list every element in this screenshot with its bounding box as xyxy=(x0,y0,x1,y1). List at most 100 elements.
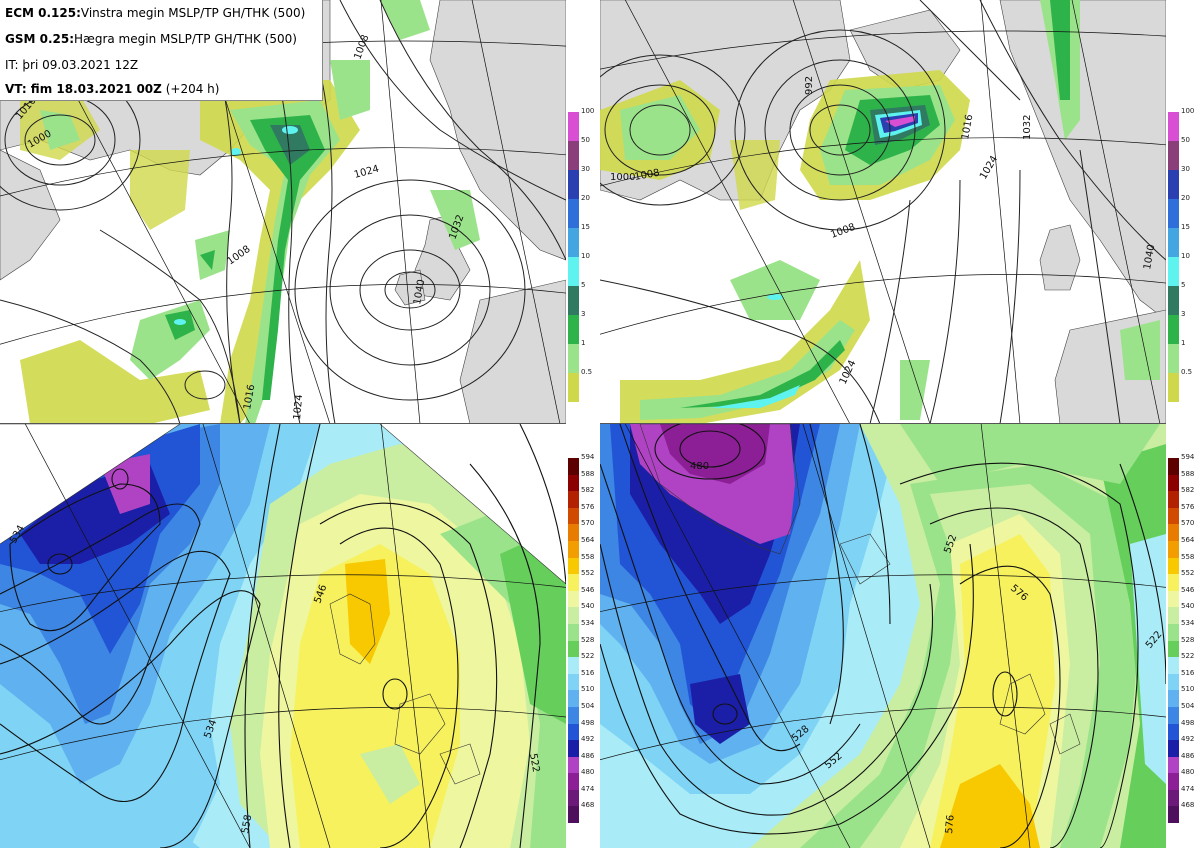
colorbar-label: 516 xyxy=(581,668,595,677)
colorbar-swatch xyxy=(1168,315,1179,344)
colorbar-step: 510 xyxy=(566,685,600,707)
colorbar-label: 570 xyxy=(1181,519,1195,528)
graticule xyxy=(0,424,566,848)
colorbar-label: 546 xyxy=(581,585,595,594)
colorbar-label: 498 xyxy=(581,718,595,727)
colorbar-label: 528 xyxy=(581,635,595,644)
colorbar-step: 558 xyxy=(1166,553,1200,575)
colorbar-label: 504 xyxy=(581,701,595,710)
svg-text:558: 558 xyxy=(240,814,254,835)
colorbar-swatch xyxy=(568,141,579,170)
graticule xyxy=(600,0,1166,424)
svg-text:1032: 1032 xyxy=(1022,115,1033,140)
colorbar-swatch xyxy=(568,657,579,674)
colorbar-step: 528 xyxy=(1166,636,1200,658)
colorbar-swatch xyxy=(568,740,579,757)
colorbar-label: 576 xyxy=(581,502,595,511)
model-line-gsm: GSM 0.25:Hægra megin MSLP/TP GH/THK (500… xyxy=(5,32,297,46)
colorbar-swatch xyxy=(568,690,579,707)
map-bottom-left-ecm-gh-thk: 534 546 558 534 522 xyxy=(0,424,566,848)
colorbar-step: 516 xyxy=(1166,669,1200,691)
forecast-info-box: ECM 0.125:Vinstra megin MSLP/TP GH/THK (… xyxy=(0,0,323,101)
colorbar-label: 582 xyxy=(581,486,595,495)
colorbar-label: 510 xyxy=(581,685,595,694)
colorbar-swatch xyxy=(1168,257,1179,286)
colorbar-step: 570 xyxy=(1166,519,1200,541)
colorbar-step: 486 xyxy=(566,752,600,774)
colorbar-label: 50 xyxy=(581,136,590,144)
colorbar-label: 540 xyxy=(581,602,595,611)
colorbar-swatch xyxy=(1168,344,1179,373)
colorbar-step: 10 xyxy=(566,252,600,286)
colorbar-step: 588 xyxy=(566,470,600,492)
colorbar-swatch xyxy=(1168,557,1179,575)
colorbar-label: 594 xyxy=(581,453,595,461)
colorbar-swatch xyxy=(1168,540,1179,558)
colorbar-swatch xyxy=(568,315,579,344)
colorbar-swatch xyxy=(568,540,579,558)
colorbar-swatch xyxy=(568,524,579,541)
colorbar-swatch xyxy=(568,344,579,373)
colorbar-swatch xyxy=(568,257,579,286)
colorbar-swatch xyxy=(1168,286,1179,315)
colorbar-step: 558 xyxy=(566,553,600,575)
colorbar-step: 564 xyxy=(1166,536,1200,558)
colorbar-swatch xyxy=(1168,673,1179,691)
precip-colorbar-left: 100 50 30 20 15 10 5 3 1 0.5 xyxy=(566,107,600,402)
precip-shading xyxy=(600,0,1160,424)
colorbar-step: 3 xyxy=(1166,310,1200,344)
colorbar-label: 564 xyxy=(581,535,595,544)
colorbar-step: 546 xyxy=(566,586,600,608)
svg-text:1040: 1040 xyxy=(412,279,427,306)
colorbar-step: 50 xyxy=(566,136,600,170)
colorbar-step: 588 xyxy=(1166,470,1200,492)
colorbar-label: 3 xyxy=(581,310,586,318)
colorbar-step: 50 xyxy=(1166,136,1200,170)
colorbar-step: 540 xyxy=(566,602,600,624)
colorbar-label: 492 xyxy=(1181,735,1195,744)
colorbar-step: 576 xyxy=(566,503,600,525)
valid-time: VT: fim 18.03.2021 00Z (+204 h) xyxy=(5,82,220,96)
colorbar-swatch xyxy=(1168,740,1179,757)
colorbar-step: 492 xyxy=(566,735,600,757)
colorbar-swatch xyxy=(568,112,579,141)
svg-text:576: 576 xyxy=(944,814,957,834)
gh-thk-map-gsm: 480 528 552 576 552 576 522 xyxy=(600,424,1166,848)
colorbar-label: 20 xyxy=(581,194,590,202)
colorbar-step: 480 xyxy=(1166,768,1200,790)
colorbar-step: 0.5 xyxy=(566,368,600,402)
colorbar-label: 480 xyxy=(1181,768,1195,777)
colorbar-swatch xyxy=(1168,623,1179,641)
colorbar-swatch xyxy=(1168,806,1179,824)
coastlines xyxy=(0,424,566,785)
colorbar-step: 3 xyxy=(566,310,600,344)
svg-text:522: 522 xyxy=(527,753,541,774)
colorbar-label: 534 xyxy=(581,618,595,627)
colorbar-step: 468 xyxy=(1166,801,1200,824)
colorbar-swatch xyxy=(568,574,579,591)
colorbar-swatch xyxy=(568,723,579,741)
colorbar-swatch xyxy=(1168,141,1179,170)
svg-text:1008: 1008 xyxy=(634,168,661,183)
colorbar-label: 564 xyxy=(1181,535,1195,544)
svg-text:1000: 1000 xyxy=(610,172,635,183)
colorbar-label: 474 xyxy=(1181,784,1195,793)
colorbar-step: 15 xyxy=(1166,223,1200,257)
colorbar-swatch xyxy=(1168,574,1179,591)
colorbar-step: 5 xyxy=(566,281,600,315)
colorbar-step: 5 xyxy=(1166,281,1200,315)
colorbar-label: 552 xyxy=(1181,569,1195,578)
map-top-right-gsm-mslp-precip: 1000 992 1008 1016 1024 1032 1040 1024 1… xyxy=(600,0,1166,424)
colorbar-swatch xyxy=(1168,640,1179,658)
colorbar-label: 498 xyxy=(1181,718,1195,727)
height-contours xyxy=(600,424,1166,848)
colorbar-step: 576 xyxy=(1166,503,1200,525)
map-bottom-right-gsm-gh-thk: 480 528 552 576 552 576 522 xyxy=(600,424,1166,848)
colorbar-swatch xyxy=(1168,789,1179,807)
svg-text:480: 480 xyxy=(690,461,709,472)
colorbar-swatch xyxy=(568,640,579,658)
colorbar-label: 510 xyxy=(1181,685,1195,694)
thickness-shading xyxy=(0,424,566,848)
colorbar-label: 0.5 xyxy=(581,368,593,376)
colorbar-label: 5 xyxy=(581,281,586,289)
